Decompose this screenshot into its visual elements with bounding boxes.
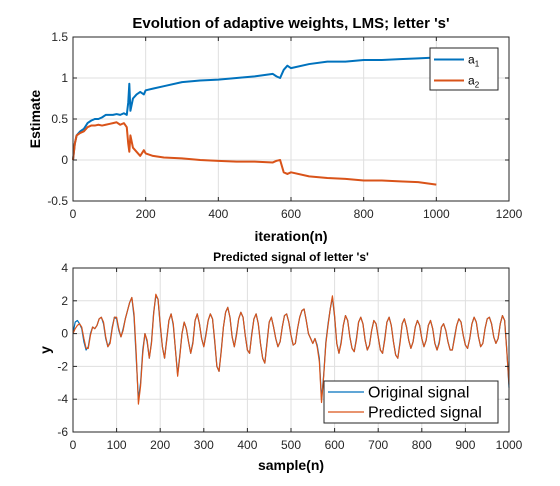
y-tick-label: 1 [61, 71, 68, 85]
legend: Original signal Predicted signal [323, 380, 499, 424]
chart-2: 0 100 200 300 400 500 600 700 800 900 1000 -6 -4 -2 0 2… [37, 250, 523, 473]
x-tick-label: 400 [208, 207, 228, 221]
x-tick-label: 1200 [496, 207, 523, 221]
legend-label-2: a2 [468, 74, 480, 90]
x-tick-label: 600 [281, 207, 301, 221]
x-tick-label: 800 [354, 207, 374, 221]
x-tick-label: 200 [150, 438, 170, 452]
y-tick-label: 0 [61, 327, 68, 341]
legend-label-1: Original signal [368, 385, 469, 402]
x-tick-label: 300 [194, 438, 214, 452]
chart-title: Predicted signal of letter 's' [213, 250, 369, 264]
x-tick-label: 200 [136, 207, 156, 221]
series-line-2 [72, 293, 510, 405]
x-tick-label: 700 [368, 438, 388, 452]
legend-box [323, 380, 499, 424]
chart-1: 0 200 400 600 800 1000 1200-0.500.511.5Evoluti… [27, 15, 523, 244]
y-tick-label: -0.5 [47, 194, 68, 208]
series-line-2 [72, 121, 437, 186]
legend-label-2: Predicted signal [368, 405, 482, 422]
x-tick-label: 800 [412, 438, 432, 452]
y-tick-label: 0 [61, 153, 68, 167]
x-tick-label: 1000 [496, 438, 523, 452]
x-tick-label: 600 [325, 438, 345, 452]
y-axis-label: Estimate [27, 90, 43, 149]
y-tick-label: 1.5 [51, 30, 68, 44]
x-tick-label: 900 [455, 438, 475, 452]
y-tick-label: -4 [57, 392, 68, 406]
y-tick-label: -2 [57, 359, 68, 373]
x-tick-label: 0 [70, 207, 77, 221]
legend-box [429, 47, 499, 91]
legend-label-1: a1 [468, 53, 480, 69]
x-tick-label: 100 [107, 438, 127, 452]
x-tick-label: 500 [281, 438, 301, 452]
y-tick-label: -6 [57, 425, 68, 439]
y-axis-label: y [37, 346, 53, 354]
x-tick-label: 1000 [423, 207, 450, 221]
y-tick-label: 0.5 [51, 112, 68, 126]
series-line-1 [72, 56, 437, 161]
x-tick-label: 0 [70, 438, 77, 452]
x-axis-label: iteration(n) [254, 228, 327, 244]
x-tick-label: 400 [237, 438, 257, 452]
y-tick-label: 4 [61, 261, 68, 275]
x-axis-label: sample(n) [258, 457, 324, 473]
y-tick-label: 2 [61, 294, 68, 308]
chart-title: Evolution of adaptive weights, LMS; lett… [132, 15, 449, 32]
